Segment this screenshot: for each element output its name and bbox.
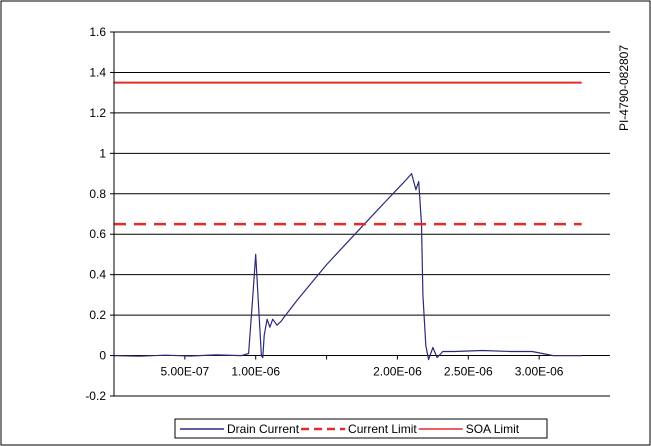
x-tick-label: 3.00E-06 <box>515 365 564 379</box>
series-layer <box>113 81 582 361</box>
y-tick-label: 0.8 <box>89 187 106 201</box>
x-tick-labels: 5.00E-07 1.00E-06 2.00E-06 2.50E-06 3.00E-06 <box>161 365 564 379</box>
y-tick-label: 0.2 <box>89 308 106 322</box>
legend-label: SOA Limit <box>466 422 520 436</box>
legend-label: Drain Current <box>227 422 300 436</box>
y-tick-label: 1 <box>99 146 106 160</box>
y-tick-label: 1.4 <box>89 65 106 79</box>
x-tick-label: 2.50E-06 <box>444 365 493 379</box>
x-tick-label: 2.00E-06 <box>373 365 422 379</box>
y-tick-labels: -0.2 0 0.2 0.4 0.6 0.8 1 1.2 1.4 1.6 <box>85 25 106 403</box>
y-tick-label: 0 <box>99 349 106 363</box>
y-tick-label: 1.2 <box>89 106 106 120</box>
y-tick-label: 1.6 <box>89 25 106 39</box>
legend: Drain Current Current Limit SOA Limit <box>174 418 548 439</box>
x-tick-label: 1.00E-06 <box>231 365 280 379</box>
legend-label: Current Limit <box>348 422 417 436</box>
legend-box <box>174 418 548 439</box>
y-tick-label: 0.4 <box>89 268 106 282</box>
y-tick-label: 0.6 <box>89 227 106 241</box>
figure-id-label: PI-4790-082807 <box>617 45 631 131</box>
x-tick-label: 5.00E-07 <box>161 365 210 379</box>
y-tick-label: -0.2 <box>85 389 106 403</box>
series-drain-current <box>113 173 582 361</box>
